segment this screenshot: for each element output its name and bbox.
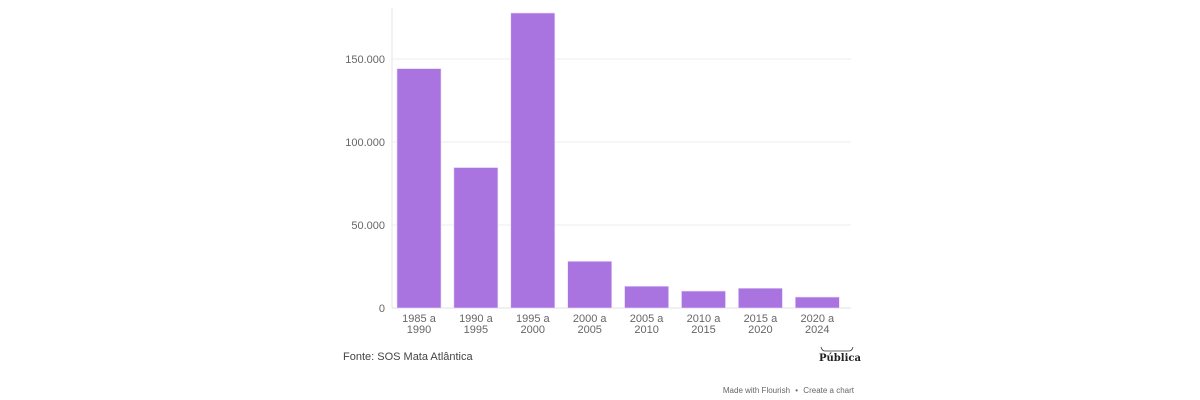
source-note: Fonte: SOS Mata Atlântica xyxy=(343,351,474,363)
x-tick-label: 2010 xyxy=(634,324,658,336)
x-tick-label: 2000 a xyxy=(573,313,608,325)
publica-logo: Pública xyxy=(819,346,861,364)
x-tick-label: 1990 xyxy=(407,324,431,336)
bar[interactable] xyxy=(794,296,840,309)
x-tick-label: 1985 a xyxy=(402,313,437,325)
y-tick-label: 100.000 xyxy=(345,137,385,149)
x-tick-label: 1990 a xyxy=(459,313,494,325)
bar[interactable] xyxy=(624,285,669,309)
x-tick-label: 2010 a xyxy=(687,313,722,325)
svg-text:Pública: Pública xyxy=(819,353,861,364)
bar[interactable] xyxy=(453,167,499,309)
y-tick-label: 50.000 xyxy=(351,220,385,232)
bar[interactable] xyxy=(396,68,442,309)
bar[interactable] xyxy=(738,287,783,309)
bar[interactable] xyxy=(567,261,613,309)
x-tick-label: 1995 a xyxy=(516,313,551,325)
y-tick-label: 0 xyxy=(379,303,385,315)
x-tick-label: 2005 a xyxy=(630,313,665,325)
x-tick-label: 1995 xyxy=(464,324,488,336)
y-tick-label: 150.000 xyxy=(345,54,385,66)
bar[interactable] xyxy=(510,12,556,309)
x-tick-label: 2000 xyxy=(521,324,545,336)
x-tick-label: 2015 a xyxy=(744,313,779,325)
create-chart-link: Create a chart xyxy=(803,386,854,395)
x-tick-label: 2024 xyxy=(805,324,829,336)
x-tick-label: 2020 a xyxy=(800,313,835,325)
made-with-flourish-link: Made with Flourish xyxy=(723,386,790,395)
bar[interactable] xyxy=(681,290,726,309)
x-tick-label: 2005 xyxy=(577,324,601,336)
x-tick-label: 2020 xyxy=(748,324,772,336)
flourish-footer[interactable]: Made with Flourish • Create a chart xyxy=(723,386,855,395)
x-tick-label: 2015 xyxy=(691,324,715,336)
